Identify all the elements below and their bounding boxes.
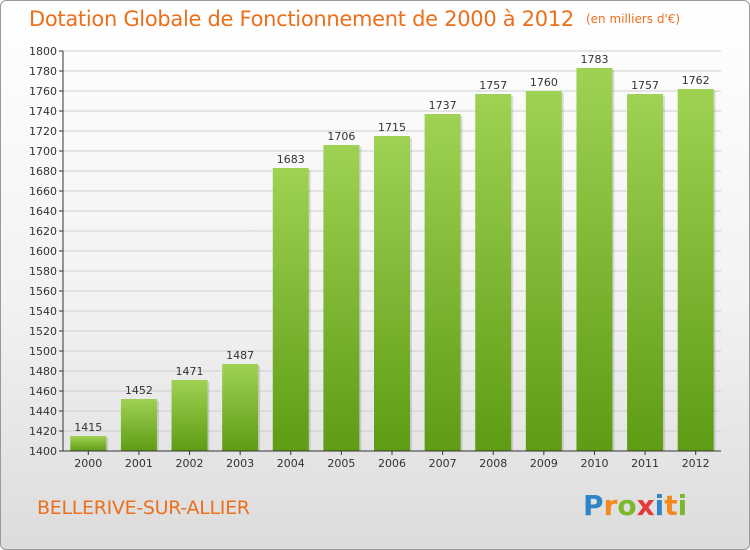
data-labels: 1415 1452 1471 1487 1683 1706 1715 1737 1757 1760… xyxy=(74,53,709,434)
logo-letter: x xyxy=(636,489,655,522)
bar xyxy=(576,68,613,451)
bar xyxy=(272,168,309,451)
bar xyxy=(525,91,562,451)
bar xyxy=(222,364,259,451)
bar-value-label: 1783 xyxy=(580,53,608,66)
y-tick-label: 1520 xyxy=(29,325,57,338)
bar xyxy=(677,89,714,451)
logo-letter: r xyxy=(603,489,618,522)
logo-letter: i xyxy=(677,489,688,522)
bar xyxy=(475,94,512,451)
bar xyxy=(120,399,157,451)
logo-letter: o xyxy=(617,489,637,522)
y-tick-label: 1500 xyxy=(29,345,57,358)
y-tick-label: 1480 xyxy=(29,365,57,378)
bar-value-label: 1415 xyxy=(74,421,102,434)
y-tick-label: 1800 xyxy=(29,45,57,58)
axes xyxy=(62,51,721,452)
y-tick-label: 1600 xyxy=(29,245,57,258)
logo-letter: t xyxy=(664,489,678,522)
y-tick-label: 1460 xyxy=(29,385,57,398)
y-tick-label: 1540 xyxy=(29,305,57,318)
commune-name: BELLERIVE-SUR-ALLIER xyxy=(37,497,250,519)
x-tick-label: 2009 xyxy=(530,457,558,470)
y-tick-label: 1660 xyxy=(29,185,57,198)
y-tick-label: 1680 xyxy=(29,165,57,178)
y-tick-label: 1760 xyxy=(29,85,57,98)
y-tick-label: 1620 xyxy=(29,225,57,238)
bar xyxy=(323,145,360,451)
y-tick-label: 1720 xyxy=(29,125,57,138)
y-tick-label: 1440 xyxy=(29,405,57,418)
y-axis-ticks: 1400 1420 1440 1460 1480 1500 1520 1540 1560 1580… xyxy=(29,45,63,458)
x-tick-label: 2008 xyxy=(479,457,507,470)
bar-value-label: 1760 xyxy=(530,76,558,89)
bar-value-label: 1471 xyxy=(176,365,204,378)
x-tick-label: 2003 xyxy=(226,457,254,470)
bars xyxy=(70,68,716,451)
y-tick-label: 1580 xyxy=(29,265,57,278)
bar xyxy=(70,436,107,451)
bar xyxy=(374,136,410,451)
y-tick-label: 1640 xyxy=(29,205,57,218)
x-tick-label: 2002 xyxy=(176,457,204,470)
x-axis-ticks: 2000 2001 2002 2003 2004 2005 2006 2007 2008 2009… xyxy=(74,451,710,470)
bar-value-label: 1487 xyxy=(226,349,254,362)
chart-title-text: Dotation Globale de Fonctionnement de 20… xyxy=(29,7,574,31)
y-tick-label: 1560 xyxy=(29,285,57,298)
bar-value-label: 1757 xyxy=(631,79,659,92)
x-tick-label: 2005 xyxy=(327,457,355,470)
x-tick-label: 2004 xyxy=(277,457,305,470)
bar-value-label: 1762 xyxy=(682,74,710,87)
bar xyxy=(171,380,208,451)
x-tick-label: 2000 xyxy=(74,457,102,470)
proxiti-logo: Proxiti xyxy=(583,489,687,522)
x-tick-label: 2010 xyxy=(580,457,608,470)
bar xyxy=(424,114,461,451)
x-tick-label: 2012 xyxy=(682,457,710,470)
y-tick-label: 1740 xyxy=(29,105,57,118)
logo-letter: P xyxy=(583,489,604,522)
x-tick-label: 2006 xyxy=(378,457,406,470)
x-tick-label: 2007 xyxy=(429,457,457,470)
x-tick-label: 2011 xyxy=(631,457,659,470)
bar xyxy=(627,94,664,451)
logo-letter: i xyxy=(654,489,665,522)
bar-value-label: 1757 xyxy=(479,79,507,92)
chart-title: Dotation Globale de Fonctionnement de 20… xyxy=(29,7,680,31)
bar-value-label: 1452 xyxy=(125,384,153,397)
y-tick-label: 1400 xyxy=(29,445,57,458)
unit-note: (en milliers d'€) xyxy=(585,12,681,26)
y-tick-label: 1420 xyxy=(29,425,57,438)
bar-value-label: 1683 xyxy=(277,153,305,166)
y-tick-label: 1700 xyxy=(29,145,57,158)
bar-value-label: 1715 xyxy=(378,121,406,134)
x-tick-label: 2001 xyxy=(125,457,153,470)
y-tick-label: 1780 xyxy=(29,65,57,78)
bar-value-label: 1706 xyxy=(327,130,355,143)
bar-value-label: 1737 xyxy=(429,99,457,112)
